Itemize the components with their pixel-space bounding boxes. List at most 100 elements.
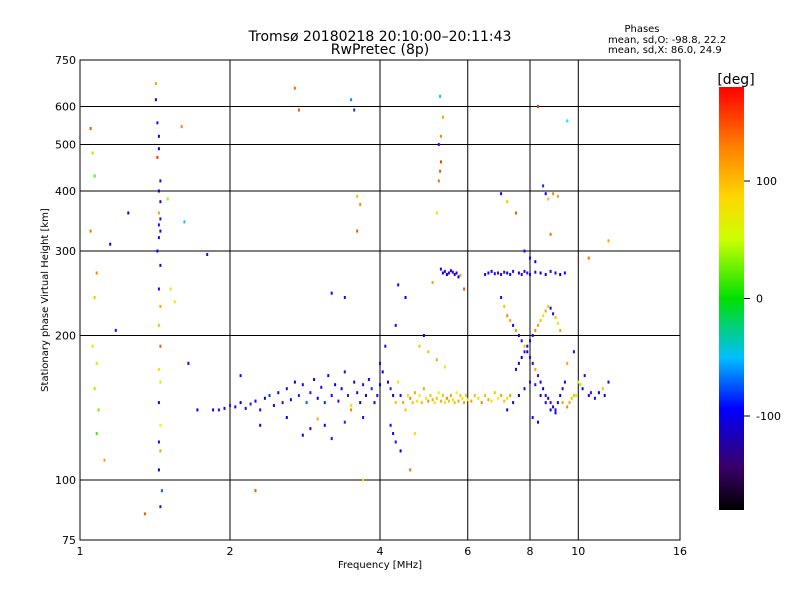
data-point xyxy=(157,147,160,151)
data-point xyxy=(503,270,506,274)
data-point xyxy=(394,323,397,327)
y-tick-label: 75 xyxy=(62,534,76,547)
data-point xyxy=(601,387,604,391)
data-point xyxy=(509,394,512,397)
data-point xyxy=(497,271,499,275)
data-point xyxy=(93,387,96,391)
data-point xyxy=(159,304,162,308)
data-point xyxy=(441,115,444,119)
data-point xyxy=(583,374,586,378)
data-point xyxy=(542,184,545,188)
data-point xyxy=(285,416,288,419)
data-point xyxy=(156,121,159,125)
data-point xyxy=(520,273,523,276)
data-point xyxy=(437,179,440,183)
data-point xyxy=(166,197,169,201)
data-point xyxy=(549,408,552,412)
data-point xyxy=(330,437,333,441)
data-point xyxy=(531,334,534,337)
data-point xyxy=(506,200,509,204)
data-point xyxy=(285,387,288,391)
data-point xyxy=(593,396,596,400)
data-point xyxy=(394,440,397,444)
data-point xyxy=(453,273,456,276)
data-point xyxy=(316,396,319,400)
data-point xyxy=(526,344,529,348)
data-point xyxy=(523,387,526,391)
data-point xyxy=(223,406,226,410)
data-point xyxy=(579,383,582,387)
data-point xyxy=(577,380,580,384)
data-point xyxy=(379,383,381,387)
data-point xyxy=(575,394,578,397)
data-point xyxy=(506,314,509,318)
data-point xyxy=(340,387,343,391)
data-point xyxy=(552,192,555,196)
data-point xyxy=(427,399,430,403)
data-point xyxy=(437,391,440,395)
data-point xyxy=(554,408,557,412)
data-point xyxy=(572,394,575,397)
data-point xyxy=(512,323,515,327)
data-point xyxy=(523,344,526,348)
data-point xyxy=(464,394,467,397)
data-point xyxy=(566,361,569,365)
data-point xyxy=(254,399,257,403)
data-point xyxy=(503,304,506,308)
data-point xyxy=(529,380,531,384)
data-point xyxy=(587,256,590,260)
data-point xyxy=(556,401,559,405)
data-point xyxy=(234,405,237,409)
data-point xyxy=(93,296,96,299)
data-point xyxy=(305,401,308,405)
data-point xyxy=(537,420,539,424)
data-point xyxy=(529,273,531,276)
data-point xyxy=(323,423,326,427)
data-point xyxy=(570,396,573,400)
data-point xyxy=(313,378,316,381)
x-tick-label: 1 xyxy=(77,545,84,558)
data-point xyxy=(254,489,257,493)
data-point xyxy=(445,273,448,276)
data-point xyxy=(381,370,384,374)
data-point xyxy=(537,105,539,108)
data-point xyxy=(402,401,405,405)
colorbar: [deg] 100 0 -100 xyxy=(717,72,781,510)
data-point xyxy=(293,86,296,90)
data-point xyxy=(389,423,392,427)
data-point xyxy=(343,370,346,374)
data-point xyxy=(316,417,319,421)
colorbar-tick-label: -100 xyxy=(756,410,781,423)
data-point xyxy=(443,269,446,273)
data-point xyxy=(91,151,94,155)
data-point xyxy=(515,367,517,371)
data-point xyxy=(515,211,517,215)
data-point xyxy=(500,296,503,299)
data-point xyxy=(89,229,92,233)
data-point xyxy=(277,391,280,395)
data-point xyxy=(500,394,503,397)
data-point xyxy=(157,236,160,240)
data-point xyxy=(531,361,534,365)
data-point xyxy=(95,361,98,365)
data-point xyxy=(439,169,442,173)
data-point xyxy=(89,127,92,130)
data-point xyxy=(493,272,496,276)
data-point xyxy=(466,398,469,402)
data-point xyxy=(439,267,442,271)
data-point xyxy=(103,458,106,462)
data-point xyxy=(249,402,252,406)
data-point xyxy=(509,273,512,276)
data-point xyxy=(173,300,176,304)
x-axis-label: Frequency [MHz] xyxy=(338,560,422,571)
data-point xyxy=(552,405,555,409)
data-point xyxy=(607,239,610,243)
data-point xyxy=(427,350,430,354)
data-point xyxy=(447,399,450,403)
data-point xyxy=(350,408,353,412)
data-point xyxy=(517,271,520,275)
data-point xyxy=(459,273,462,277)
data-point xyxy=(547,197,550,201)
data-point xyxy=(281,401,284,405)
